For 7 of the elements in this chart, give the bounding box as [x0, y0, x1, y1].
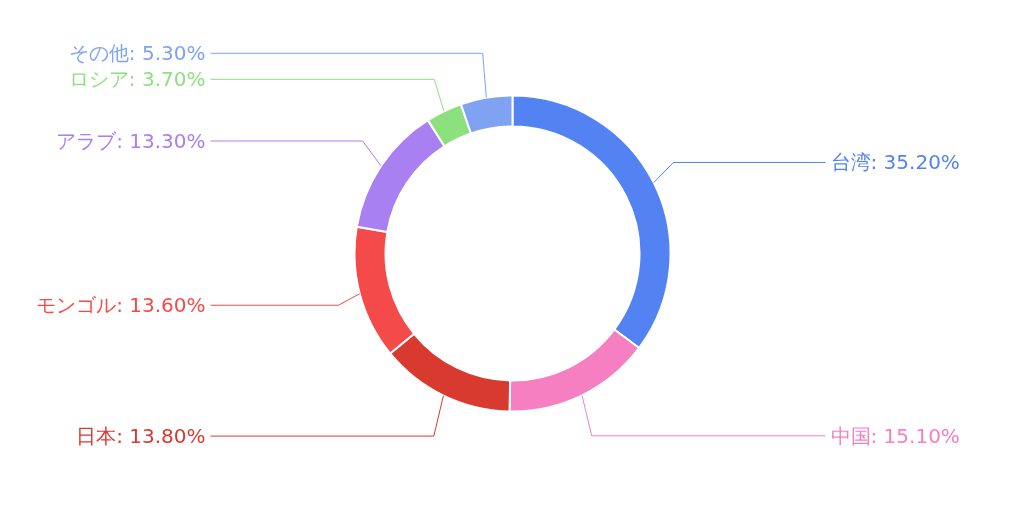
slice-label: アラブ: 13.30%	[56, 128, 206, 153]
slice-label: 中国: 15.10%	[830, 423, 960, 448]
slice-label: 日本: 13.80%	[76, 424, 206, 449]
slice-label: その他: 5.30%	[68, 41, 206, 66]
slice-label: モンゴル: 13.60%	[36, 293, 206, 318]
slice-label: 台湾: 35.20%	[830, 150, 960, 175]
slice-label: ロシア: 3.70%	[68, 67, 206, 92]
